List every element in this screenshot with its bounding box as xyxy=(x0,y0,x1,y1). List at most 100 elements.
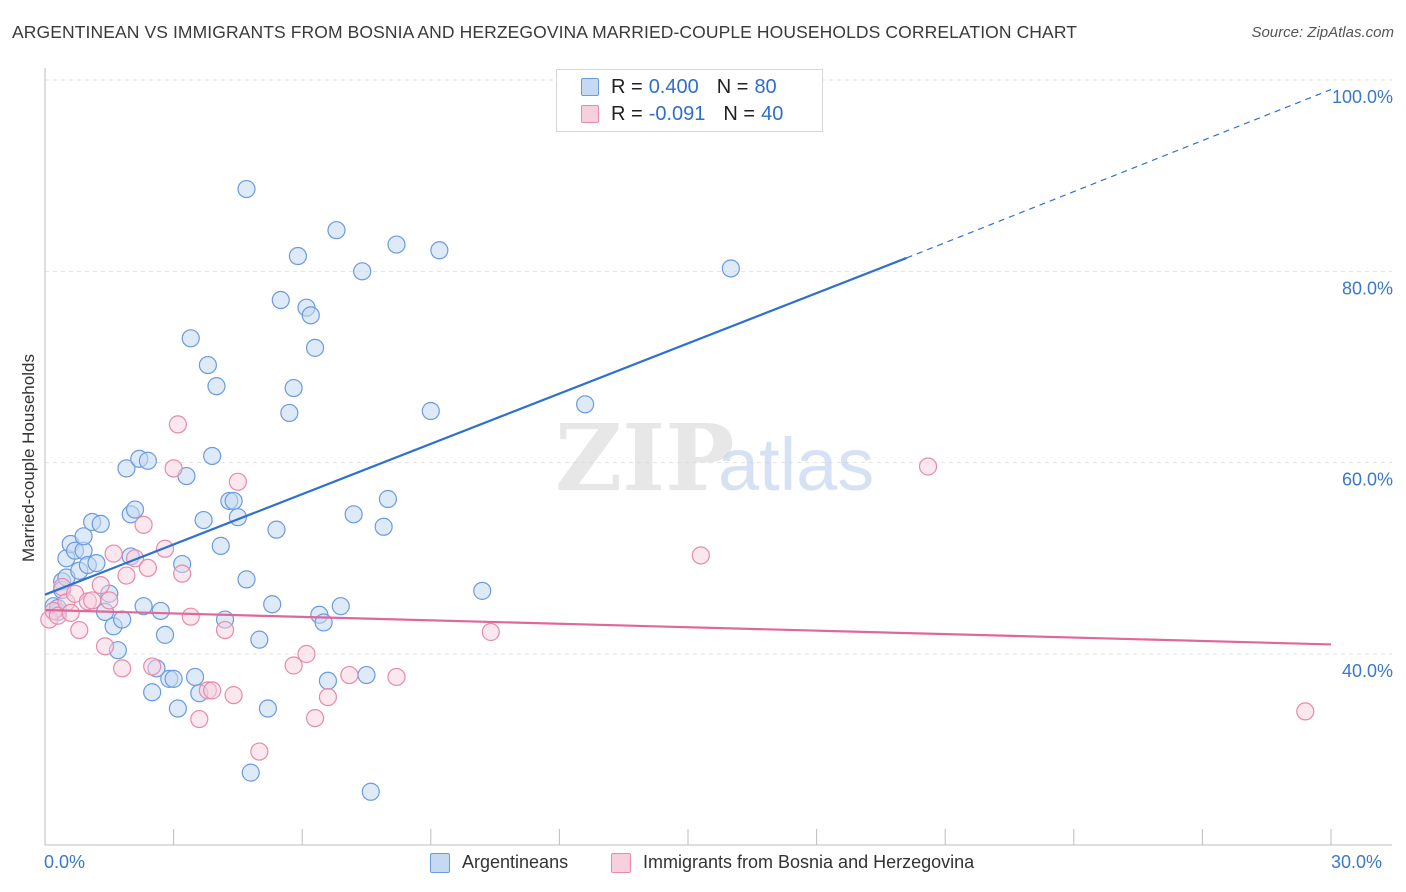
data-point-argentineans xyxy=(198,355,217,375)
trend-line-bosnia xyxy=(44,608,1332,646)
legend-label-argentineans: Argentineans xyxy=(462,852,569,872)
data-point-bosnia xyxy=(83,591,102,610)
data-point-bosnia xyxy=(691,546,710,565)
r-value: -0.091 xyxy=(648,102,706,125)
data-point-argentineans xyxy=(378,489,398,509)
data-point-argentineans xyxy=(151,601,170,621)
data-point-bosnia xyxy=(340,665,359,685)
watermark-zip: ZIP xyxy=(555,404,734,512)
correlation-legend: R = 0.400 N = 80 R = -0.091 N = 40 xyxy=(556,69,823,132)
data-point-argentineans xyxy=(721,259,740,278)
r-label: R = xyxy=(611,75,643,98)
data-point-bosnia xyxy=(297,644,316,664)
data-point-argentineans xyxy=(185,667,205,687)
data-point-argentineans xyxy=(241,763,260,782)
data-point-argentineans xyxy=(143,683,162,702)
data-point-argentineans xyxy=(267,520,286,539)
data-point-argentineans xyxy=(91,514,110,533)
data-point-argentineans xyxy=(258,699,278,718)
data-point-bosnia xyxy=(138,558,157,578)
data-point-argentineans xyxy=(164,669,183,688)
data-point-argentineans xyxy=(155,625,175,644)
data-point-bosnia xyxy=(134,515,153,534)
data-point-argentineans xyxy=(237,570,256,589)
data-point-bosnia xyxy=(164,459,183,478)
legend-row-argentineans: R = 0.400 N = 80 xyxy=(581,74,783,100)
n-label: N = xyxy=(716,75,749,98)
data-point-argentineans xyxy=(430,241,449,260)
legend-item-argentineans[interactable]: Argentineans xyxy=(430,852,568,873)
data-point-bosnia xyxy=(1296,702,1315,721)
legend-swatch-blue xyxy=(430,852,450,873)
legend-swatch-blue xyxy=(581,78,599,96)
data-point-argentineans xyxy=(181,329,200,348)
data-point-bosnia xyxy=(228,472,247,491)
y-tick-label: 80.0% xyxy=(1342,278,1393,298)
grid-lines xyxy=(45,79,1392,655)
data-point-argentineans xyxy=(74,527,93,546)
data-point-argentineans xyxy=(284,378,303,398)
data-point-argentineans xyxy=(250,630,269,649)
data-point-bosnia xyxy=(95,637,115,656)
series-legend: Argentineans Immigrants from Bosnia and … xyxy=(0,852,1406,876)
data-point-argentineans xyxy=(280,403,299,423)
data-point-bosnia xyxy=(224,686,243,705)
data-point-argentineans xyxy=(473,581,492,600)
data-point-argentineans xyxy=(224,491,243,511)
n-value: 80 xyxy=(754,75,777,98)
chart-title: ARGENTINEAN VS IMMIGRANTS FROM BOSNIA AN… xyxy=(12,22,1078,42)
y-tick-labels: 40.0% 60.0% 80.0% 100.0% xyxy=(1332,87,1393,681)
r-value: 0.400 xyxy=(648,75,699,98)
data-point-bosnia xyxy=(305,708,325,728)
data-point-argentineans xyxy=(288,246,308,266)
data-point-bosnia xyxy=(215,620,235,640)
data-point-argentineans xyxy=(387,235,406,254)
data-point-argentineans xyxy=(421,401,440,421)
data-point-bosnia xyxy=(117,566,136,585)
y-tick-label: 60.0% xyxy=(1342,470,1393,490)
data-point-bosnia xyxy=(100,591,119,610)
data-point-bosnia xyxy=(318,687,338,707)
data-point-argentineans xyxy=(301,306,320,325)
data-point-bosnia xyxy=(203,681,222,700)
data-point-bosnia xyxy=(250,742,269,761)
n-value: 40 xyxy=(761,102,784,125)
data-point-argentineans xyxy=(168,699,187,718)
trend-lines xyxy=(44,89,1332,646)
data-point-argentineans xyxy=(271,290,290,310)
data-point-argentineans xyxy=(211,536,230,555)
legend-row-bosnia: R = -0.091 N = 40 xyxy=(581,101,789,127)
data-point-argentineans xyxy=(113,610,132,629)
data-point-argentineans xyxy=(576,395,595,414)
data-point-bosnia xyxy=(91,576,110,595)
data-point-argentineans xyxy=(237,179,256,199)
legend-swatch-pink xyxy=(611,852,631,873)
data-point-bosnia xyxy=(284,656,303,675)
legend-label-bosnia: Immigrants from Bosnia and Herzegovina xyxy=(643,852,975,872)
data-point-bosnia xyxy=(481,622,500,642)
data-point-bosnia xyxy=(113,659,132,678)
data-point-argentineans xyxy=(138,451,157,470)
data-point-argentineans xyxy=(305,338,325,357)
axes xyxy=(44,68,1392,846)
data-point-bosnia xyxy=(61,603,80,622)
y-tick-label: 40.0% xyxy=(1342,661,1393,681)
series-argentineans xyxy=(44,179,740,801)
data-point-bosnia xyxy=(143,657,162,676)
data-point-argentineans xyxy=(87,554,106,573)
data-point-argentineans xyxy=(194,510,213,530)
data-point-bosnia xyxy=(181,607,200,626)
data-point-bosnia xyxy=(168,415,187,434)
data-point-argentineans xyxy=(125,500,145,519)
data-point-bosnia xyxy=(918,457,938,476)
trend-line-argentineans xyxy=(44,256,908,596)
data-point-bosnia xyxy=(70,620,89,640)
series-bosnia xyxy=(40,415,1315,761)
watermark-atlas: atlas xyxy=(718,423,874,506)
data-point-argentineans xyxy=(134,597,153,616)
data-point-argentineans xyxy=(361,782,380,801)
data-point-bosnia xyxy=(173,564,192,583)
data-point-argentineans xyxy=(327,221,346,240)
legend-item-bosnia[interactable]: Immigrants from Bosnia and Herzegovina xyxy=(611,852,974,873)
